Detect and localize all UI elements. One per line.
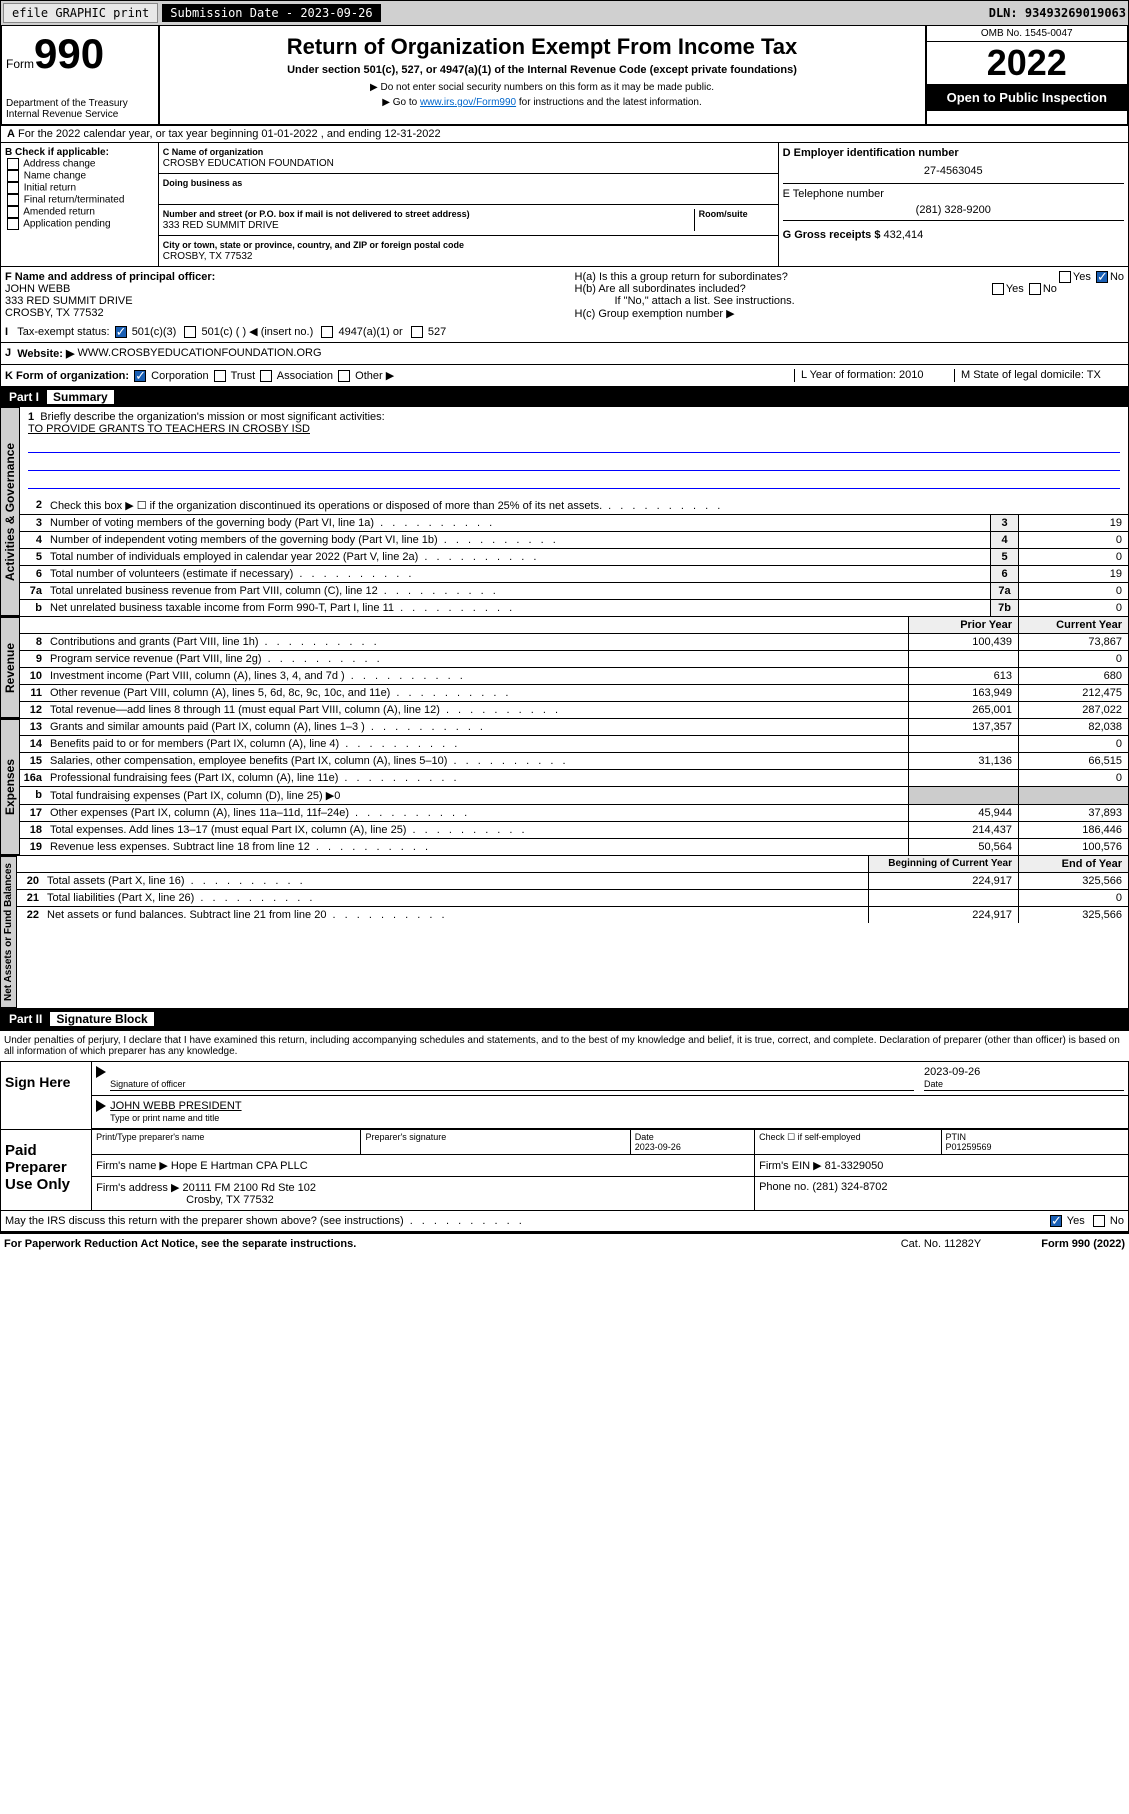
form-label: Form bbox=[6, 57, 34, 71]
row-J: J Website: ▶ WWW.CROSBYEDUCATIONFOUNDATI… bbox=[0, 343, 1129, 365]
irs-link[interactable]: www.irs.gov/Form990 bbox=[420, 97, 516, 108]
dln: DLN: 93493269019063 bbox=[989, 6, 1126, 20]
form-number: 990 bbox=[34, 30, 104, 77]
org-name: CROSBY EDUCATION FOUNDATION bbox=[163, 158, 334, 169]
gross-receipts: 432,414 bbox=[884, 229, 924, 241]
form-header: Form990 Department of the Treasury Inter… bbox=[0, 26, 1129, 126]
section-B: B Check if applicable: Address change Na… bbox=[1, 143, 159, 266]
tab-revenue: Revenue bbox=[1, 617, 20, 718]
efile-print-button[interactable]: efile GRAPHIC print bbox=[3, 3, 158, 23]
subtitle-3: ▶ Go to www.irs.gov/Form990 for instruct… bbox=[164, 97, 921, 108]
part-1-exp: Expenses 13Grants and similar amounts pa… bbox=[0, 719, 1129, 856]
dept-label: Department of the Treasury Internal Reve… bbox=[6, 98, 154, 120]
tab-expenses: Expenses bbox=[1, 719, 20, 855]
subtitle-2: ▶ Do not enter social security numbers o… bbox=[164, 82, 921, 93]
section-DEG: D Employer identification number27-45630… bbox=[779, 143, 1128, 266]
ein: 27-4563045 bbox=[783, 159, 1124, 183]
row-FHI: F Name and address of principal officer:… bbox=[0, 267, 1129, 343]
section-BCDEG: B Check if applicable: Address change Na… bbox=[0, 143, 1129, 267]
part-1-gov: Activities & Governance 1 Briefly descri… bbox=[0, 407, 1129, 617]
row-A: A For the 2022 calendar year, or tax yea… bbox=[0, 126, 1129, 143]
page-footer: For Paperwork Reduction Act Notice, see … bbox=[0, 1232, 1129, 1254]
omb-number: OMB No. 1545-0047 bbox=[927, 26, 1128, 42]
form-title: Return of Organization Exempt From Incom… bbox=[164, 34, 921, 60]
part-1-rev: Revenue Prior YearCurrent Year 8Contribu… bbox=[0, 617, 1129, 719]
part-2-header: Part IISignature Block bbox=[0, 1009, 1129, 1029]
website: WWW.CROSBYEDUCATIONFOUNDATION.ORG bbox=[77, 347, 321, 360]
sign-here: Sign Here Signature of officer2023-09-26… bbox=[0, 1061, 1129, 1130]
tab-governance: Activities & Governance bbox=[1, 407, 20, 616]
section-C: C Name of organizationCROSBY EDUCATION F… bbox=[159, 143, 779, 266]
top-bar: efile GRAPHIC print Submission Date - 20… bbox=[0, 0, 1129, 26]
open-inspection: Open to Public Inspection bbox=[927, 84, 1128, 111]
submission-date: Submission Date - 2023-09-26 bbox=[162, 4, 380, 22]
phone: (281) 328-9200 bbox=[783, 200, 1124, 220]
arrow-icon bbox=[96, 1100, 106, 1112]
mission-text: TO PROVIDE GRANTS TO TEACHERS IN CROSBY … bbox=[28, 423, 310, 435]
part-1-header: Part ISummary bbox=[0, 387, 1129, 407]
tax-year: 2022 bbox=[927, 42, 1128, 84]
tab-net-assets: Net Assets or Fund Balances bbox=[1, 856, 17, 1008]
paid-preparer: Paid Preparer Use Only Print/Type prepar… bbox=[0, 1130, 1129, 1211]
subtitle-1: Under section 501(c), 527, or 4947(a)(1)… bbox=[164, 64, 921, 76]
declaration: Under penalties of perjury, I declare th… bbox=[0, 1029, 1129, 1061]
city: CROSBY, TX 77532 bbox=[163, 251, 253, 262]
street: 333 RED SUMMIT DRIVE bbox=[163, 220, 279, 231]
ck-501c3[interactable] bbox=[115, 326, 127, 338]
part-1-net: Net Assets or Fund Balances Beginning of… bbox=[0, 856, 1129, 1009]
arrow-icon bbox=[96, 1066, 106, 1078]
discuss-row: May the IRS discuss this return with the… bbox=[0, 1211, 1129, 1232]
row-KLM: K Form of organization: Corporation Trus… bbox=[0, 365, 1129, 387]
